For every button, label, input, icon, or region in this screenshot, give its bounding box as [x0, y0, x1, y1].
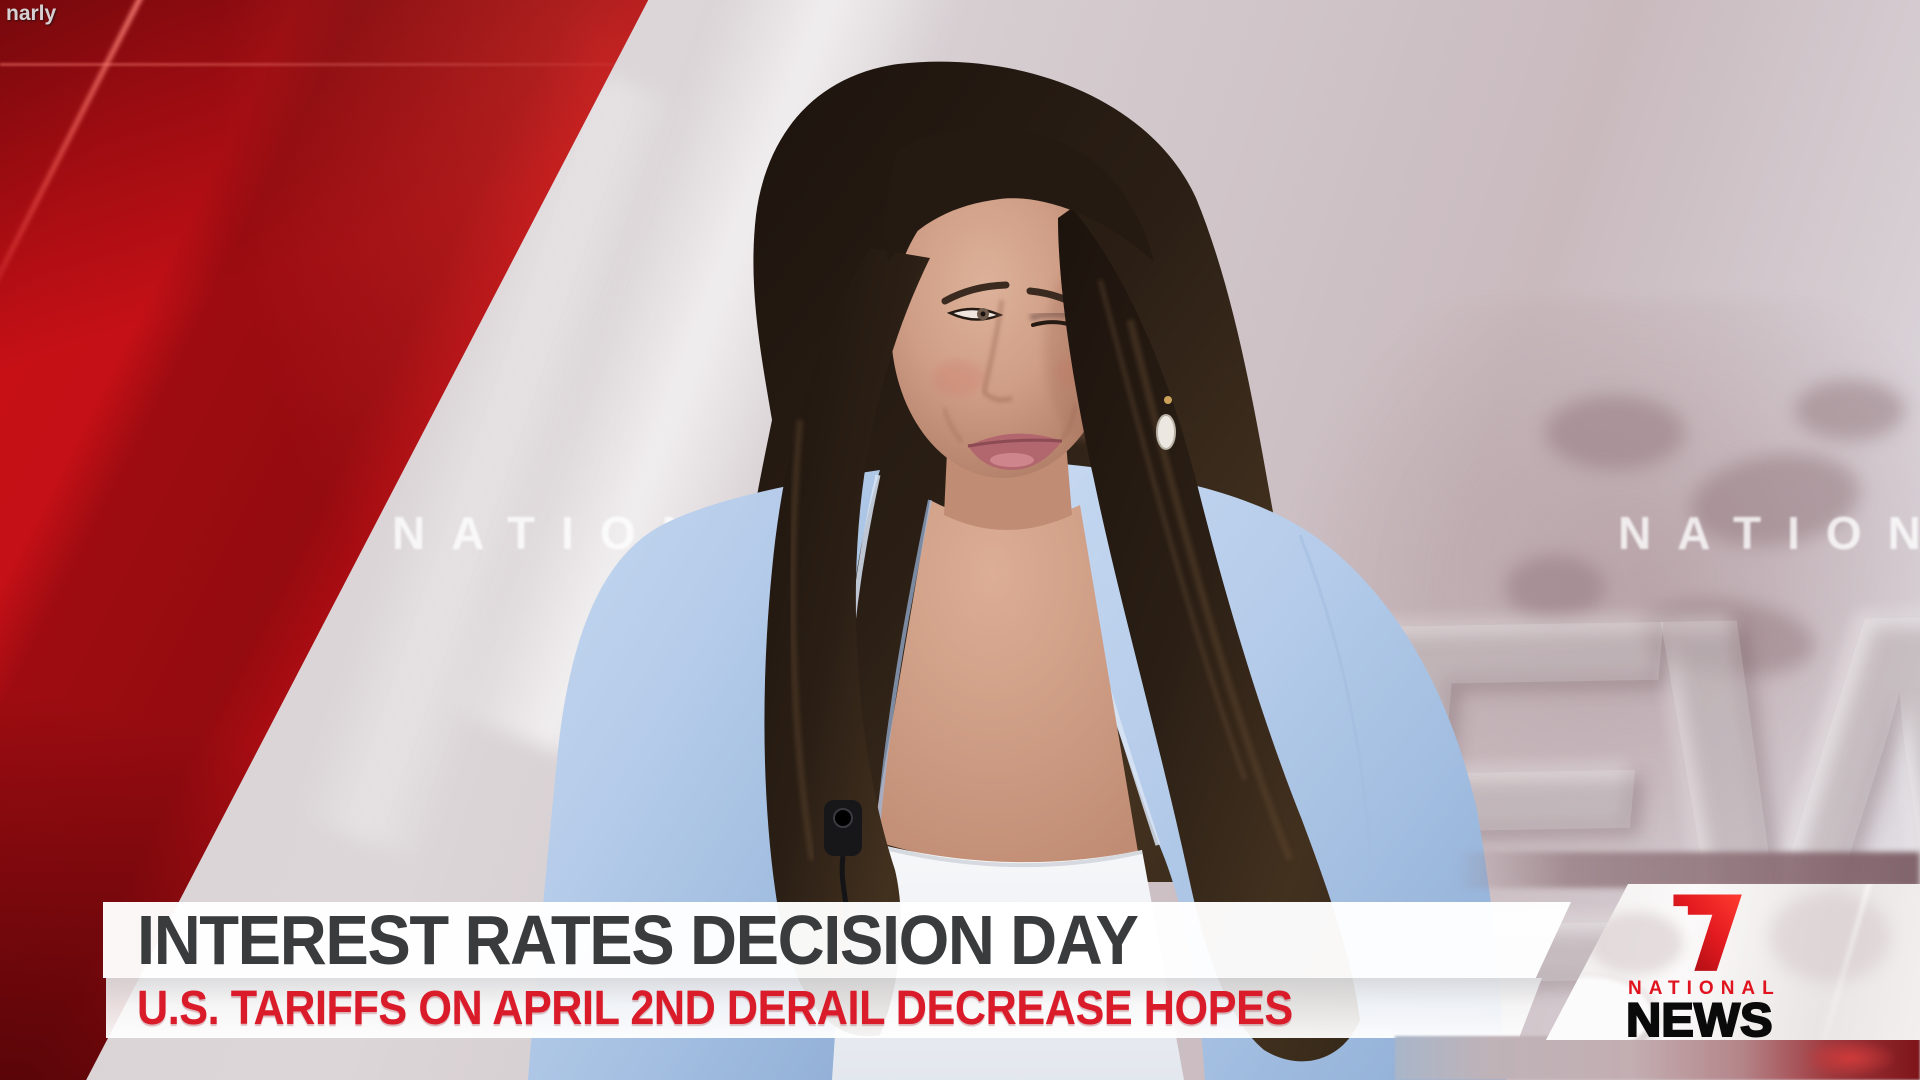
seven-news-logo: NATIONAL NEWS — [1625, 888, 1793, 1040]
hair-strand-left — [764, 248, 930, 1037]
below-panel-blur — [1395, 1036, 1920, 1080]
smile-line-right — [1060, 403, 1078, 442]
presenter-chest — [872, 500, 1138, 865]
subheadline-text: U.S. TARIFFS ON APRIL 2ND DERAIL DECREAS… — [137, 982, 1293, 1035]
hair-top-sweep — [886, 127, 1154, 262]
wall-map-relief — [1505, 555, 1605, 620]
microphone-capsule — [833, 808, 853, 828]
pupil-left — [980, 311, 986, 317]
logo-national-text: NATIONAL — [1628, 978, 1781, 999]
cheek-blush — [932, 360, 984, 396]
seven-network-logo-icon — [1673, 894, 1742, 971]
nose — [981, 299, 1013, 402]
wall-map-relief — [1795, 380, 1905, 440]
panel-map-shadow — [1770, 892, 1890, 982]
headline-text: INTEREST RATES DECISION DAY — [137, 901, 1139, 979]
lapel-inner-edge — [876, 499, 932, 829]
lower-third-headline-bar: INTEREST RATES DECISION DAY — [103, 902, 1571, 978]
hair-highlight — [1098, 279, 1247, 781]
earring-hook — [1164, 396, 1172, 404]
logo-news-text: NEWS — [1625, 993, 1774, 1046]
wall-watermark-national-right: NATIONAL — [1618, 507, 1920, 559]
red-seam-line — [0, 63, 649, 66]
lip-line — [967, 438, 1063, 448]
lower-third-subheadline-bar: U.S. TARIFFS ON APRIL 2ND DERAIL DECREAS… — [106, 978, 1542, 1038]
red-glow — [1804, 1040, 1895, 1076]
eyebrow-left — [941, 281, 1010, 305]
hair-highlight — [1126, 319, 1294, 862]
earring-pearl — [1156, 414, 1176, 450]
wall-map-relief — [1545, 395, 1685, 470]
panel-top-shadow — [1455, 852, 1920, 888]
blazer-seam — [1298, 534, 1374, 881]
hair-highlight — [789, 419, 815, 861]
smile-line-left — [942, 407, 964, 444]
network-logo-panel: NATIONAL NEWS — [1546, 884, 1920, 1040]
corner-watermark: narly — [6, 2, 57, 25]
lip-gloss — [990, 453, 1034, 467]
